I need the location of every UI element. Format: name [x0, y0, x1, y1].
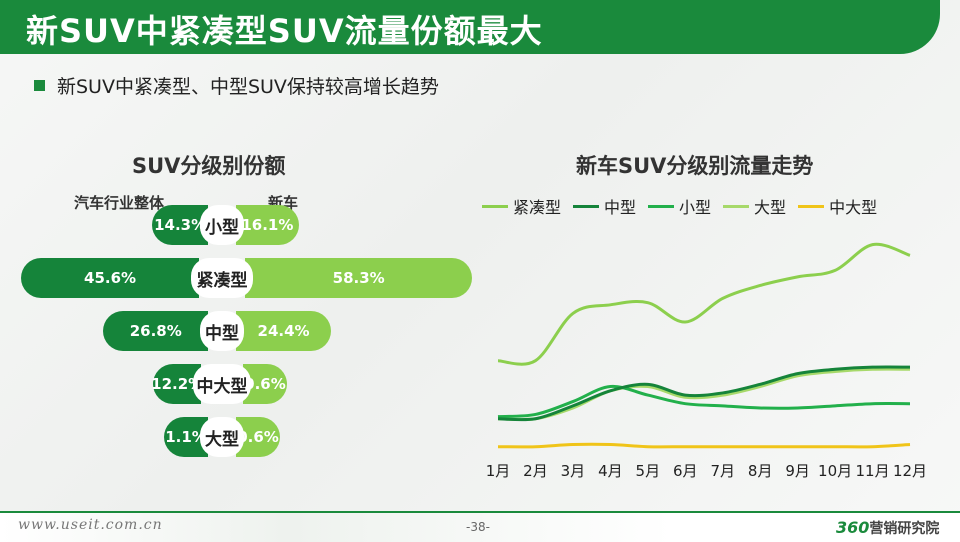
- footer-bar: www.useit.com.cn -38- 360营销研究院: [0, 511, 960, 542]
- page-title: 新SUV中紧凑型SUV流量份额最大: [26, 12, 543, 50]
- logo-number: 360: [836, 518, 870, 537]
- footer-url: www.useit.com.cn: [18, 517, 163, 533]
- segment-label: 小型: [199, 205, 244, 245]
- industry-share-bar: 12.2%: [151, 364, 203, 404]
- x-tick-label: 9月: [785, 462, 810, 480]
- legend-swatch: [798, 204, 825, 208]
- x-tick-label: 1月: [486, 462, 511, 480]
- legend-label: 小型: [679, 198, 712, 217]
- legend-swatch: [482, 204, 508, 208]
- x-tick-label: 6月: [673, 462, 698, 480]
- legend-swatch: [723, 204, 750, 208]
- x-tick-label: 11月: [855, 462, 889, 480]
- new-car-share-bar: 16.1%: [235, 205, 299, 245]
- series-line: [497, 365, 911, 422]
- industry-share-bar: 45.6%: [21, 258, 199, 298]
- legend-label: 中型: [604, 198, 637, 217]
- legend-item: 大型: [723, 194, 786, 218]
- segment-label: 紧凑型: [190, 258, 253, 298]
- series-line: [497, 242, 911, 366]
- segment-label: 大型: [200, 417, 244, 457]
- share-row: 1.1% 大型 0.6%: [164, 417, 280, 457]
- legend-item: 中大型: [798, 194, 877, 218]
- segment-label: 中型: [199, 311, 244, 351]
- legend-swatch: [648, 204, 675, 208]
- legend-item: 紧凑型: [482, 194, 561, 218]
- segment-label: 中大型: [192, 364, 251, 404]
- x-tick-label: 10月: [818, 462, 852, 480]
- x-tick-label: 4月: [598, 462, 623, 480]
- legend-label: 中大型: [829, 198, 878, 217]
- logo-text: 营销研究院: [869, 521, 940, 537]
- share-row: 12.2% 中大型 0.6%: [151, 364, 287, 404]
- left-chart-title: SUV分级别份额: [132, 154, 286, 178]
- legend-label: 紧凑型: [513, 198, 562, 217]
- trend-chart: 1月 2月 3月 4月 5月 6月 7月 8月 9月 10月 11月 12月: [486, 242, 927, 480]
- series-line: [497, 384, 911, 419]
- new-car-share-bar: 24.4%: [235, 311, 332, 351]
- right-chart-title: 新车SUV分级别流量走势: [576, 154, 814, 178]
- x-tick-label: 5月: [636, 462, 661, 480]
- series-line: [497, 442, 911, 449]
- new-car-share-bar: 58.3%: [244, 258, 473, 298]
- x-tick-label: 12月: [893, 462, 927, 480]
- industry-share-bar: 26.8%: [103, 311, 208, 351]
- legend-label: 大型: [754, 198, 787, 217]
- chart-legend: 紧凑型 中型 小型 大型 中大型: [482, 194, 889, 218]
- bullet-text: 新SUV中紧凑型、中型SUV保持较高增长趋势: [57, 76, 439, 98]
- col-head-industry: 汽车行业整体: [74, 194, 165, 212]
- share-row: 45.6% 紧凑型 58.3%: [21, 258, 473, 298]
- title-bar: 新SUV中紧凑型SUV流量份额最大: [0, 0, 940, 54]
- bullet-point: 新SUV中紧凑型、中型SUV保持较高增长趋势: [34, 72, 439, 99]
- page-number: -38-: [466, 520, 490, 534]
- share-row: 26.8% 中型 24.4%: [103, 311, 332, 351]
- x-tick-label: 7月: [710, 462, 735, 480]
- legend-swatch: [573, 204, 600, 208]
- x-tick-label: 2月: [523, 462, 548, 480]
- x-tick-label: 8月: [748, 462, 773, 480]
- bullet-square-icon: [34, 80, 45, 91]
- legend-item: 小型: [648, 194, 711, 218]
- legend-item: 中型: [573, 194, 636, 218]
- new-car-share-bar: 0.6%: [236, 417, 280, 457]
- series-line: [497, 367, 911, 422]
- x-tick-label: 3月: [561, 462, 586, 480]
- share-row: 14.3% 小型 16.1%: [152, 205, 299, 245]
- industry-share-bar: 14.3%: [152, 205, 208, 245]
- footer-logo: 360营销研究院: [836, 518, 939, 538]
